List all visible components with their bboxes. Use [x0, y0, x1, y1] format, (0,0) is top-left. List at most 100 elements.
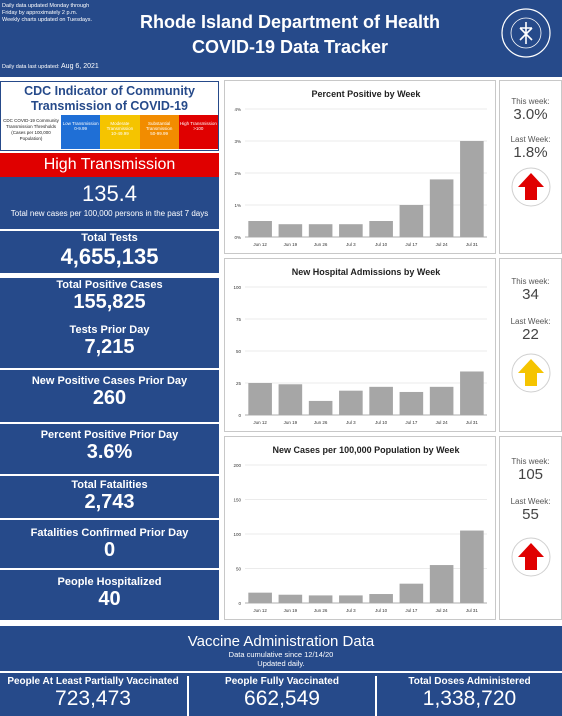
level-high: High Transmission >100 — [178, 115, 218, 149]
bar — [460, 530, 484, 603]
bar — [278, 224, 303, 237]
x-tick-label: Jul 24 — [436, 608, 449, 613]
vaccine-subtitle-2: Updated daily. — [257, 659, 305, 668]
cdc-indicator-box: CDC Indicator of Community Transmission … — [0, 81, 219, 151]
bar — [429, 179, 454, 237]
bar — [369, 594, 393, 603]
vaccine-value: 662,549 — [244, 687, 320, 710]
level-low: Low Transmission 0-9.99 — [61, 115, 101, 149]
level-moderate: Moderate Transmission 10-49.99 — [100, 115, 140, 149]
x-tick-label: Jul 31 — [466, 242, 479, 247]
stat-value: 40 — [98, 588, 121, 610]
stat-total-tests: Total Tests 4,655,135 — [0, 231, 219, 273]
update-note-line-3: Weekly charts updated on Tuesdays. — [2, 17, 93, 23]
stat-label: Total Tests — [81, 232, 138, 244]
bar — [278, 384, 303, 415]
stat-value: 2,743 — [84, 491, 135, 513]
chart-panel-percent-positive: Percent Positive by Week 0% 1% 2% 3% 4% Jun 12… — [224, 80, 496, 254]
level-low-name: Low Transmission — [62, 121, 99, 126]
header: Daily data updated Monday through Friday… — [0, 0, 562, 77]
y-tick-label: 200 — [233, 463, 241, 468]
stat-total-fatalities: Total Fatalities 2,743 — [0, 476, 219, 518]
x-tick-label: Jul 31 — [466, 608, 479, 613]
x-tick-label: Jul 17 — [405, 420, 418, 425]
bar — [248, 221, 272, 237]
y-tick-label: 2% — [234, 171, 241, 176]
y-tick-label: 3% — [234, 139, 241, 144]
stat-fatalities-prior-day: Fatalities Confirmed Prior Day 0 — [0, 520, 219, 568]
ri-health-seal-logo — [501, 8, 551, 58]
bar — [399, 583, 424, 603]
y-tick-label: 0% — [234, 235, 241, 240]
y-tick-label: 75 — [236, 317, 242, 322]
bar — [399, 391, 424, 415]
arrow-up-red-icon — [511, 167, 550, 207]
y-tick-label: 50 — [236, 349, 242, 354]
last-week-label: Last Week: — [510, 497, 551, 506]
cdc-title-line-2: Transmission of COVID-19 — [31, 99, 188, 113]
case-rate-value: 135.4 — [81, 181, 138, 206]
this-week-label: This week: — [511, 457, 550, 466]
bar — [339, 595, 363, 603]
update-note-line-1: Daily data updated Monday through — [2, 3, 90, 9]
y-tick-label: 50 — [236, 567, 242, 572]
vaccine-value: 1,338,720 — [422, 687, 517, 710]
stat-value: 7,215 — [84, 336, 135, 358]
bar — [308, 595, 333, 603]
x-tick-label: Jul 3 — [346, 420, 356, 425]
this-week-value: 3.0% — [513, 106, 548, 123]
y-tick-label: 25 — [236, 381, 242, 386]
vaccine-label: Total Doses Administered — [408, 676, 531, 687]
cdc-title-line-1: CDC Indicator of Community — [24, 84, 195, 98]
chart-title: New Cases per 100,000 Population by Week — [273, 445, 461, 455]
last-updated-label: Daily data last updated: — [2, 64, 60, 70]
bar — [429, 565, 454, 603]
bar — [460, 371, 484, 415]
stat-value: 260 — [92, 387, 127, 409]
stat-percent-positive-prior-day: Percent Positive Prior Day 3.6% — [0, 424, 219, 474]
bar — [369, 386, 393, 415]
stat-label: Fatalities Confirmed Prior Day — [30, 527, 189, 539]
level-substantial-range: 50-99.99 — [150, 131, 168, 136]
side-panel-hospital-admissions: This week: 34 Last Week: 22 — [499, 258, 562, 432]
bar — [429, 386, 454, 415]
arrow-up-yellow-icon — [511, 353, 550, 393]
x-tick-label: Jun 19 — [284, 608, 298, 613]
level-high-range: >100 — [193, 126, 204, 131]
y-tick-label: 150 — [233, 498, 241, 503]
x-tick-label: Jul 24 — [436, 242, 449, 247]
vaccine-section: Vaccine Administration Data Data cumulat… — [0, 626, 562, 716]
vaccine-subtitle-1: Data cumulative since 12/14/20 — [228, 650, 334, 659]
cdc-level-scale: Low Transmission 0-9.99 Moderate Transmis… — [61, 115, 218, 149]
stat-label: New Positive Cases Prior Day — [31, 375, 188, 387]
last-week-value: 22 — [522, 326, 539, 343]
vaccine-value: 723,473 — [55, 687, 131, 710]
this-week-label: This week: — [511, 277, 550, 286]
x-tick-label: Jun 19 — [284, 242, 298, 247]
x-tick-label: Jul 10 — [375, 420, 388, 425]
stat-label: Total Fatalities — [71, 479, 148, 491]
page-title-line-1: Rhode Island Department of Health — [139, 12, 441, 32]
bar — [460, 141, 484, 237]
stat-label: Total Positive Cases — [56, 279, 163, 291]
chart-panel-new-cases: New Cases per 100,000 Population by Week… — [224, 436, 496, 620]
x-tick-label: Jul 17 — [405, 608, 418, 613]
y-tick-label: 4% — [234, 107, 241, 112]
stat-value: 4,655,135 — [60, 244, 159, 269]
vaccine-title: Vaccine Administration Data — [187, 633, 375, 650]
last-week-label: Last Week: — [510, 135, 551, 144]
stat-label: Percent Positive Prior Day — [40, 429, 179, 441]
chart-title: Percent Positive by Week — [312, 89, 422, 99]
x-tick-label: Jul 17 — [405, 242, 418, 247]
side-panel-percent-positive: This week: 3.0% Last Week: 1.8% — [499, 80, 562, 254]
last-week-value: 1.8% — [513, 144, 548, 161]
level-substantial-name: Substantial Transmission — [145, 121, 173, 131]
transmission-status-badge: High Transmission — [0, 153, 219, 177]
stat-total-positive: Total Positive Cases 155,825 — [0, 278, 219, 320]
arrow-up-red-icon — [511, 537, 550, 577]
y-tick-label: 100 — [233, 532, 241, 537]
vaccine-label: People At Least Partially Vaccinated — [7, 676, 179, 687]
stat-label: People Hospitalized — [57, 576, 162, 588]
bar — [339, 224, 363, 237]
x-tick-label: Jul 10 — [375, 608, 388, 613]
